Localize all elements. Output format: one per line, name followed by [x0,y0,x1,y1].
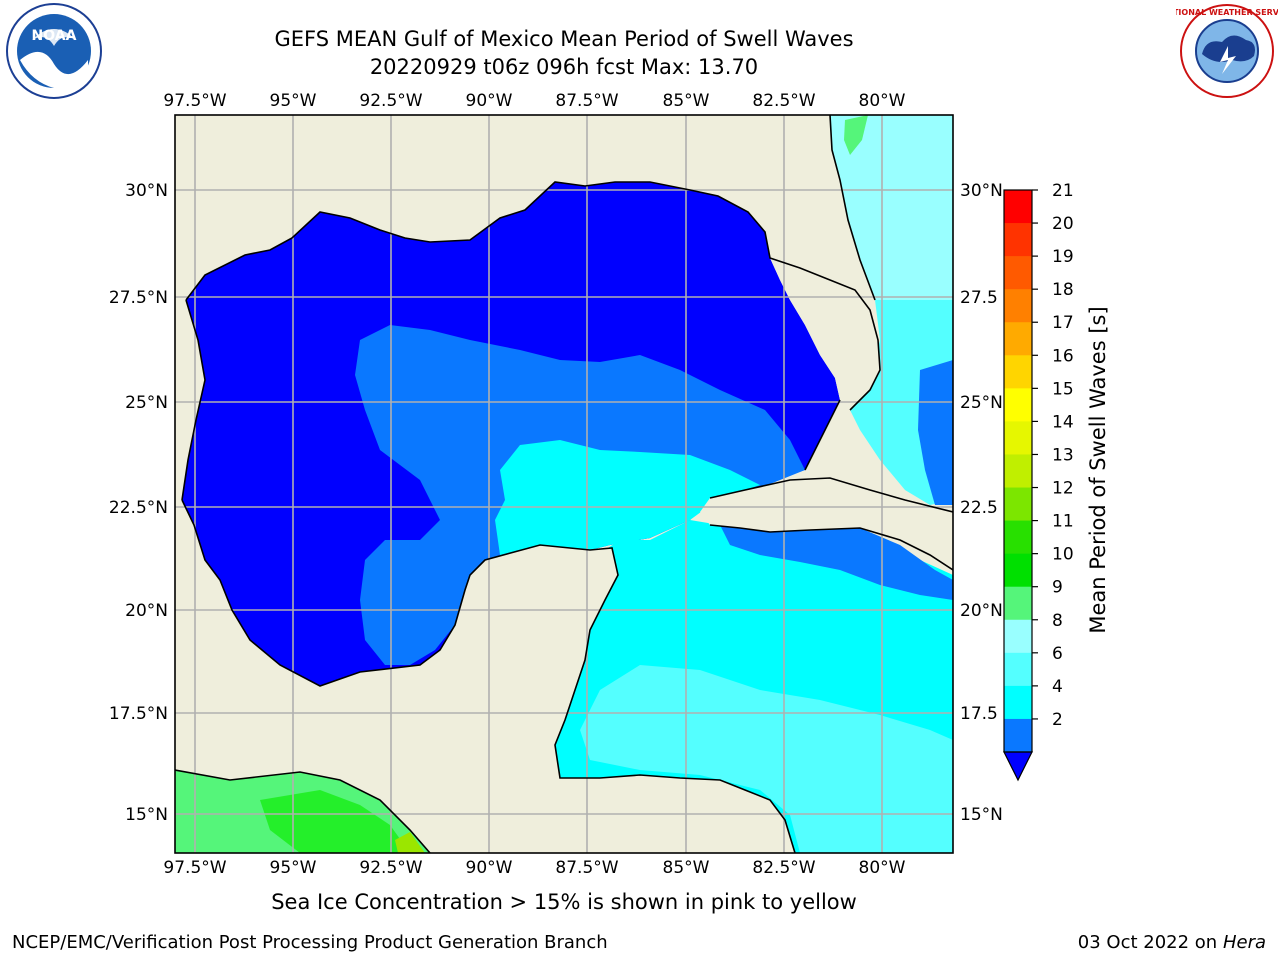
lat-label-left: 25°N [125,393,168,413]
lon-label-top: 85°W [663,91,710,111]
colorbar-tick-label: 6 [1052,644,1063,664]
colorbar: 21 20 19 18 17 16 15 14 13 12 11 10 9 8 6 4 2 [1003,181,1074,782]
colorbar-tick-label: 18 [1052,280,1074,300]
lat-label-right: 17.5 [960,704,998,724]
colorbar-tick-label: 14 [1052,412,1074,432]
lon-label-bottom: 95°W [270,858,317,878]
footer-date: 03 Oct 2022 on Hera [1078,932,1266,953]
pacific-lime [395,832,425,853]
lon-label-bottom: 82.5°W [752,858,815,878]
nws-logo: NATIONAL WEATHER SERVICE [1176,4,1278,98]
footer-credit: NCEP/EMC/Verification Post Processing Pr… [12,932,608,953]
lon-label-top: 92.5°W [359,91,422,111]
coastlines [175,115,953,853]
lon-label-bottom: 92.5°W [359,858,422,878]
colorbar-segment [1004,256,1032,290]
map-title: GEFS MEAN Gulf of Mexico Mean Period of … [274,27,854,51]
bahamas-blue [918,360,953,505]
lon-label-top: 82.5°W [752,91,815,111]
map-subtitle: 20220929 t06z 096h fcst Max: 13.70 [369,55,759,79]
colorbar-tick-label: 2 [1052,710,1063,730]
colorbar-segment [1004,223,1032,257]
lat-label-right: 15°N [960,805,1003,825]
lon-label-bottom: 87.5°W [555,858,618,878]
footer-date-text: 03 Oct 2022 on [1077,932,1223,953]
lon-labels-bottom: 97.5°W 95°W 92.5°W 90°W 87.5°W 85°W 82.5°W 80°W [163,858,905,878]
lat-label-left: 30°N [125,181,168,201]
atlantic-green [844,115,868,155]
colorbar-extend [1003,751,1033,782]
lat-label-right: 20°N [960,601,1003,621]
nws-logo-text: NATIONAL WEATHER SERVICE [1176,8,1278,17]
lat-label-right: 25°N [960,393,1003,413]
lon-label-top: 95°W [270,91,317,111]
lat-label-left: 27.5°N [109,288,168,308]
colorbar-tick-label: 20 [1052,214,1074,234]
lon-label-bottom: 80°W [859,858,906,878]
colorbar-segment [1004,322,1032,356]
colorbar-segment [1004,718,1032,753]
noaa-logo: NOAA [6,3,102,99]
colorbar-tick-label: 16 [1052,346,1074,366]
map-frame [174,114,954,854]
lat-label-right: 22.5 [960,498,998,518]
colorbar-segment [1004,487,1032,522]
colorbar-segment [1004,190,1032,224]
colorbar-segment [1004,355,1032,389]
colorbar-label: Mean Period of Swell Waves [s] [1086,306,1110,633]
lat-label-right: 27.5 [960,288,998,308]
colorbar-tick-label: 12 [1052,479,1074,499]
colorbar-tick-label: 19 [1052,247,1074,267]
colorbar-segment [1004,454,1032,489]
colorbar-tick-label: 8 [1052,611,1063,631]
lon-label-top: 90°W [466,91,513,111]
colorbar-tick-label: 9 [1052,578,1063,598]
colorbar-segment [1004,685,1032,720]
lat-label-right: 30°N [960,181,1003,201]
lat-label-left: 15°N [125,805,168,825]
colorbar-tick-label: 13 [1052,445,1074,465]
caribbean-mid-blue [720,525,953,600]
lat-labels-left: 30°N 27.5°N 25°N 22.5°N 20°N 17.5°N 15°N [109,181,168,825]
caribbean-light-cyan [580,665,953,853]
colorbar-tick-label: 4 [1052,677,1063,697]
colorbar-segment [1004,553,1032,588]
colorbar-frame [1003,189,1033,753]
lat-label-left: 22.5°N [109,498,168,518]
lon-labels-top: 97.5°W 95°W 92.5°W 90°W 87.5°W 85°W 82.5°W 80°W [163,91,905,111]
colorbar-segment [1004,388,1032,422]
lat-labels-right: 30°N 27.5 25°N 22.5 20°N 17.5 15°N [960,181,1003,825]
lon-label-bottom: 90°W [466,858,513,878]
footer-host: Hera [1222,932,1266,953]
noaa-logo-text: NOAA [32,28,77,44]
pacific-bright-green [260,790,410,853]
colorbar-tick-label: 10 [1052,545,1074,565]
lat-label-left: 17.5°N [109,704,168,724]
lon-label-top: 87.5°W [555,91,618,111]
map-gridlines [175,115,953,853]
colorbar-tick-label: 15 [1052,379,1074,399]
lon-label-bottom: 97.5°W [163,858,226,878]
colorbar-segment [1004,619,1032,654]
cyan-band [495,440,760,555]
colorbar-segment [1004,586,1032,621]
colorbar-tick-label: 11 [1052,512,1074,532]
colorbar-tick-label: 17 [1052,313,1074,333]
lat-label-left: 20°N [125,601,168,621]
lon-label-bottom: 85°W [663,858,710,878]
colorbar-tick-label: 21 [1052,181,1074,201]
map-area [175,115,953,853]
lon-label-top: 97.5°W [163,91,226,111]
colorbar-segment [1004,652,1032,687]
colorbar-segment [1004,421,1032,455]
colorbar-segment [1004,520,1032,555]
colorbar-segment [1004,289,1032,323]
lon-label-top: 80°W [859,91,906,111]
sea-ice-caption: Sea Ice Concentration > 15% is shown in … [271,890,857,914]
